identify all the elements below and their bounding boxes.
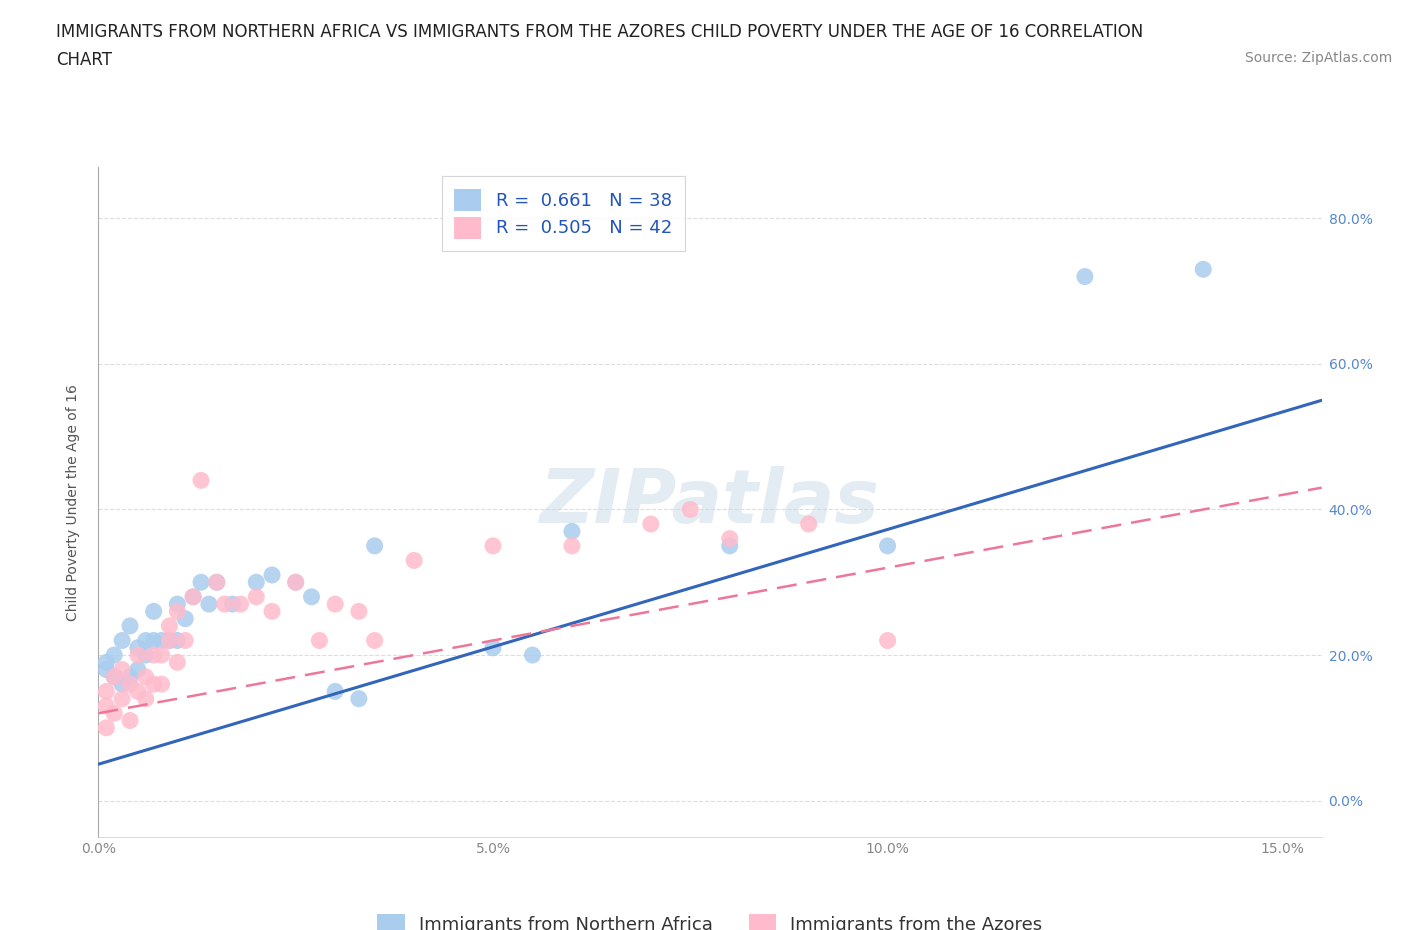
- Point: [640, 516, 662, 531]
- Point: [308, 633, 330, 648]
- Point: [260, 604, 283, 618]
- Point: [159, 633, 181, 648]
- Point: [150, 633, 173, 648]
- Point: [284, 575, 307, 590]
- Point: [174, 633, 197, 648]
- Point: [181, 590, 204, 604]
- Point: [174, 611, 197, 626]
- Point: [96, 698, 118, 713]
- Point: [103, 670, 125, 684]
- Point: [404, 553, 426, 568]
- Point: [166, 655, 188, 670]
- Point: [522, 647, 544, 662]
- Point: [245, 575, 267, 590]
- Point: [561, 524, 583, 538]
- Point: [205, 575, 228, 590]
- Point: [260, 567, 283, 582]
- Point: [111, 662, 134, 677]
- Point: [159, 633, 181, 648]
- Point: [190, 473, 212, 488]
- Point: [166, 604, 188, 618]
- Point: [166, 597, 188, 612]
- Point: [245, 590, 267, 604]
- Point: [221, 597, 243, 612]
- Point: [482, 538, 505, 553]
- Point: [111, 633, 134, 648]
- Point: [142, 604, 165, 618]
- Point: [150, 677, 173, 692]
- Point: [323, 597, 346, 612]
- Point: [181, 590, 204, 604]
- Point: [1192, 262, 1215, 277]
- Point: [214, 597, 236, 612]
- Point: [135, 647, 157, 662]
- Point: [118, 618, 141, 633]
- Point: [135, 633, 157, 648]
- Point: [876, 538, 898, 553]
- Point: [718, 531, 741, 546]
- Point: [190, 575, 212, 590]
- Legend: Immigrants from Northern Africa, Immigrants from the Azores: Immigrants from Northern Africa, Immigra…: [370, 907, 1050, 930]
- Point: [301, 590, 323, 604]
- Point: [96, 721, 118, 736]
- Point: [166, 633, 188, 648]
- Point: [118, 670, 141, 684]
- Point: [135, 691, 157, 706]
- Point: [205, 575, 228, 590]
- Point: [135, 670, 157, 684]
- Point: [284, 575, 307, 590]
- Point: [347, 604, 370, 618]
- Point: [142, 633, 165, 648]
- Text: IMMIGRANTS FROM NORTHERN AFRICA VS IMMIGRANTS FROM THE AZORES CHILD POVERTY UNDE: IMMIGRANTS FROM NORTHERN AFRICA VS IMMIG…: [56, 23, 1143, 41]
- Point: [103, 670, 125, 684]
- Point: [347, 691, 370, 706]
- Point: [561, 538, 583, 553]
- Point: [96, 684, 118, 698]
- Text: CHART: CHART: [56, 51, 112, 69]
- Point: [96, 655, 118, 670]
- Text: ZIPatlas: ZIPatlas: [540, 466, 880, 538]
- Point: [159, 618, 181, 633]
- Point: [127, 641, 149, 656]
- Point: [1074, 269, 1097, 284]
- Point: [150, 647, 173, 662]
- Point: [127, 684, 149, 698]
- Point: [142, 677, 165, 692]
- Point: [118, 713, 141, 728]
- Point: [118, 677, 141, 692]
- Point: [323, 684, 346, 698]
- Y-axis label: Child Poverty Under the Age of 16: Child Poverty Under the Age of 16: [66, 384, 80, 620]
- Point: [127, 662, 149, 677]
- Text: Source: ZipAtlas.com: Source: ZipAtlas.com: [1244, 51, 1392, 65]
- Point: [198, 597, 221, 612]
- Point: [96, 662, 118, 677]
- Point: [797, 516, 820, 531]
- Point: [229, 597, 252, 612]
- Point: [111, 691, 134, 706]
- Point: [142, 647, 165, 662]
- Point: [482, 641, 505, 656]
- Point: [103, 647, 125, 662]
- Point: [718, 538, 741, 553]
- Point: [679, 502, 702, 517]
- Point: [876, 633, 898, 648]
- Point: [363, 633, 385, 648]
- Point: [103, 706, 125, 721]
- Point: [127, 647, 149, 662]
- Point: [363, 538, 385, 553]
- Point: [111, 677, 134, 692]
